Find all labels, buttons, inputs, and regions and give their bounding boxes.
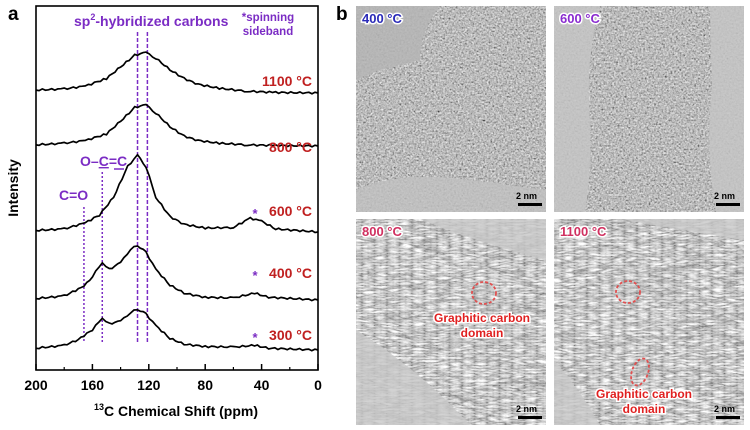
x-tick-label-120: 120 — [137, 377, 161, 393]
x-tick-label-40: 40 — [254, 377, 270, 393]
x-axis-ticks: 200 160 120 80 40 0 — [24, 364, 322, 393]
domain-label-800-line1: Graphitic carbon — [434, 311, 530, 325]
x-axis-label: 13C Chemical Shift (ppm) — [94, 402, 258, 419]
spectrum-line-800 — [35, 103, 319, 148]
scale-bar-label-400: 2 nm — [516, 191, 537, 201]
spectrum-line-1100 — [35, 51, 319, 95]
scale-bar-800 — [518, 416, 542, 419]
tem-label-1100: 1100 °C — [560, 224, 607, 239]
spectra: 1100 °C 800 °C 600 °C * 400 °C * 300 °C * — [35, 51, 319, 352]
scale-bar-label-1100: 2 nm — [714, 404, 735, 414]
series-label-600: 600 °C — [269, 203, 312, 219]
panel-b: b 400 °C 2 nm 600 °C 2 nm — [336, 4, 744, 425]
scale-bar-1100 — [716, 416, 740, 419]
tem-image-400: 400 °C 2 nm — [356, 6, 546, 212]
scale-bar-label-800: 2 nm — [516, 404, 537, 414]
panel-b-letter: b — [336, 4, 348, 25]
sideband-star-400: * — [252, 268, 258, 283]
domain-label-1100-line1: Graphitic carbon — [596, 387, 692, 401]
panel-a: a 1100 °C 800 °C 600 °C * 400 °C * 300 °C * sp2… — [5, 4, 322, 419]
sideband-note-line1: *spinning — [242, 12, 294, 24]
peak-label-ocec: O–C=C — [80, 153, 127, 170]
tem-image-600: 600 °C 2 nm — [554, 6, 744, 212]
panel-a-letter: a — [8, 4, 19, 25]
graphitic-domain-marker-800 — [471, 281, 497, 305]
spectrum-line-400 — [35, 245, 319, 302]
x-tick-label-0: 0 — [314, 377, 322, 393]
series-label-800: 800 °C — [269, 139, 312, 155]
graphitic-domain-marker-1100-b — [630, 357, 650, 387]
spectrum-line-600 — [35, 153, 319, 234]
sideband-note-line2: sideband — [243, 26, 293, 38]
graphitic-domain-marker-1100-a — [615, 280, 641, 304]
sideband-star-300: * — [252, 330, 258, 345]
x-tick-label-200: 200 — [24, 377, 48, 393]
tem-image-1100: 1100 °C Graphitic carbon domain 2 nm — [554, 219, 744, 425]
scale-bar-600 — [716, 203, 740, 206]
peak-label-co: C=O — [59, 187, 88, 203]
y-axis-label: Intensity — [5, 159, 21, 217]
domain-label-1100-line2: domain — [623, 402, 666, 416]
svg-text:O–C=C: O–C=C — [80, 153, 127, 169]
x-tick-label-80: 80 — [197, 377, 213, 393]
domain-label-800-line2: domain — [461, 326, 504, 340]
chart-title: sp2-hybridized carbons — [74, 12, 229, 29]
x-tick-label-160: 160 — [81, 377, 105, 393]
tem-label-400: 400 °C — [362, 11, 403, 26]
tem-label-600: 600 °C — [560, 11, 601, 26]
series-label-400: 400 °C — [269, 265, 312, 281]
spectrum-line-300 — [35, 308, 319, 352]
scale-bar-400 — [518, 203, 542, 206]
tem-image-800: 800 °C Graphitic carbon domain 2 nm — [356, 219, 546, 425]
tem-label-800: 800 °C — [362, 224, 403, 239]
series-label-300: 300 °C — [269, 327, 312, 343]
sideband-star-600: * — [252, 206, 258, 221]
scale-bar-label-600: 2 nm — [714, 191, 735, 201]
reference-lines — [83, 32, 149, 343]
series-label-1100: 1100 °C — [262, 73, 312, 89]
